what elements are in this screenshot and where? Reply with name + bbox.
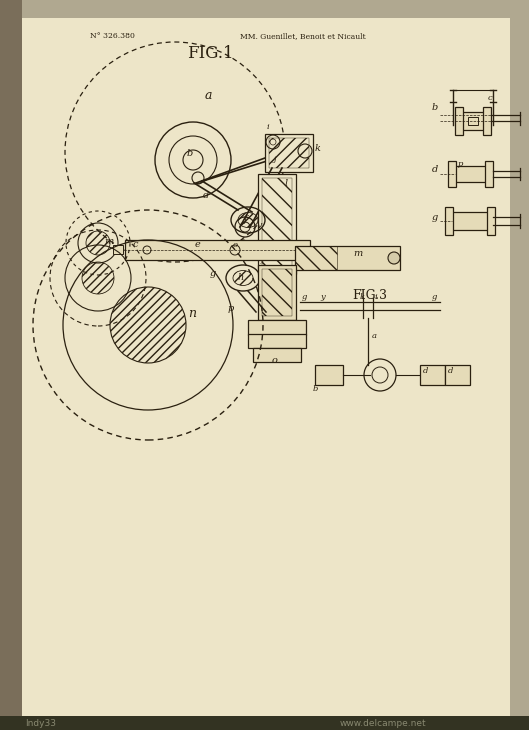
Bar xyxy=(487,207,495,235)
Text: c: c xyxy=(488,94,492,102)
Bar xyxy=(450,212,494,230)
Bar xyxy=(448,161,456,187)
Circle shape xyxy=(270,139,276,145)
Text: l: l xyxy=(285,179,288,188)
Text: f: f xyxy=(244,215,248,224)
Bar xyxy=(248,320,306,335)
Text: d: d xyxy=(423,367,428,375)
Bar xyxy=(455,107,463,135)
Bar xyxy=(258,265,296,320)
Text: k: k xyxy=(360,293,365,301)
Text: i: i xyxy=(267,123,270,131)
Text: g: g xyxy=(432,213,438,222)
Text: a: a xyxy=(372,332,377,340)
Text: www.delcampe.net: www.delcampe.net xyxy=(340,719,426,728)
Text: v: v xyxy=(257,221,262,230)
Text: b: b xyxy=(313,385,318,393)
Text: g: g xyxy=(302,293,307,301)
Bar xyxy=(453,166,491,182)
Bar xyxy=(485,161,493,187)
Text: N° 326.380: N° 326.380 xyxy=(90,32,135,40)
Bar xyxy=(248,334,306,348)
Bar xyxy=(258,174,296,274)
Text: g: g xyxy=(210,269,216,278)
Text: e: e xyxy=(195,240,200,249)
Text: m: m xyxy=(104,237,113,246)
Bar xyxy=(483,107,491,135)
Text: y: y xyxy=(320,293,325,301)
Text: d: d xyxy=(448,367,453,375)
Bar xyxy=(269,138,309,168)
Text: Indy33: Indy33 xyxy=(25,719,56,728)
Text: FIG.3: FIG.3 xyxy=(352,289,387,302)
Bar xyxy=(295,246,400,270)
Bar xyxy=(113,245,123,254)
Bar xyxy=(262,269,292,316)
Text: o: o xyxy=(233,241,238,249)
Bar xyxy=(445,365,470,385)
Text: x: x xyxy=(260,258,264,266)
Text: o: o xyxy=(272,356,278,365)
Text: k: k xyxy=(315,144,321,153)
Text: p: p xyxy=(228,304,234,313)
Text: FIG.1: FIG.1 xyxy=(187,45,233,62)
Text: c: c xyxy=(133,240,139,249)
Text: b: b xyxy=(187,149,193,158)
Bar xyxy=(239,247,247,252)
Bar xyxy=(265,134,313,172)
Bar xyxy=(295,246,337,270)
Bar xyxy=(468,117,478,125)
Text: MM. Guenillet, Benoit et Nicault: MM. Guenillet, Benoit et Nicault xyxy=(240,32,366,40)
Bar xyxy=(125,240,310,260)
Text: b: b xyxy=(432,103,438,112)
Bar xyxy=(458,112,490,130)
Text: d: d xyxy=(203,191,209,200)
Bar xyxy=(0,0,22,730)
Bar xyxy=(315,365,343,385)
Circle shape xyxy=(388,252,400,264)
Bar xyxy=(0,716,529,730)
Bar xyxy=(262,178,292,270)
Bar xyxy=(445,207,453,235)
Bar xyxy=(420,365,445,385)
Text: p: p xyxy=(458,160,463,168)
Text: h: h xyxy=(238,273,244,282)
Text: i: i xyxy=(375,293,378,301)
Text: m: m xyxy=(353,249,362,258)
Text: a: a xyxy=(205,89,213,102)
Bar xyxy=(253,348,301,362)
Text: g: g xyxy=(432,293,437,301)
Text: d: d xyxy=(432,165,438,174)
Text: n: n xyxy=(188,307,196,320)
Text: j: j xyxy=(274,155,277,163)
